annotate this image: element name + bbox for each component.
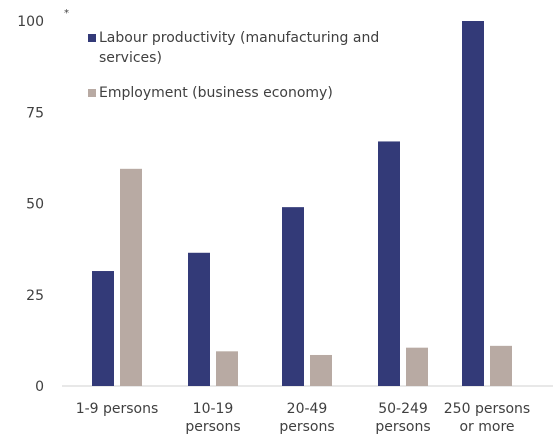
y-tick-label: 50 [26,197,44,213]
bar-labour-productivity [282,207,304,386]
bar-labour-productivity [92,271,114,386]
legend-label: services) [99,50,162,66]
bar-employment [216,351,238,386]
bar-labour-productivity [188,252,210,386]
y-tick-label: 100 [17,14,44,30]
y-axis-ticks: 0 25 50 75 100 [17,14,44,395]
x-tick-label: 250 persons [444,401,530,417]
y-tick-label: 25 [26,288,44,304]
x-tick-label: persons [279,419,334,435]
legend-label: Employment (business economy) [99,85,333,101]
bar-employment [310,354,332,386]
chart-note: * [64,8,69,19]
x-tick-label: 1-9 persons [76,401,159,417]
legend-label: Labour productivity (manufacturing and [99,30,379,46]
x-tick-label: 50-249 [378,401,428,417]
y-tick-label: 0 [35,379,44,395]
bar-employment [120,168,142,386]
x-tick-label: 10-19 [193,401,234,417]
x-tick-label: persons [375,419,430,435]
x-tick-label: or more [459,419,514,435]
bar-employment [490,345,512,386]
category-labels: 1-9 persons 10-19 persons 20-49 persons 50-24… [76,401,531,435]
bars [92,21,512,386]
x-tick-label: persons [185,419,240,435]
bar-labour-productivity [462,21,484,386]
bar-employment [406,347,428,386]
bar-labour-productivity [378,141,400,386]
x-tick-label: 20-49 [287,401,328,417]
legend: Labour productivity (manufacturing and se… [88,30,379,101]
legend-swatch-labour-productivity [88,34,96,42]
legend-swatch-employment [88,89,96,97]
y-tick-label: 75 [26,105,44,121]
